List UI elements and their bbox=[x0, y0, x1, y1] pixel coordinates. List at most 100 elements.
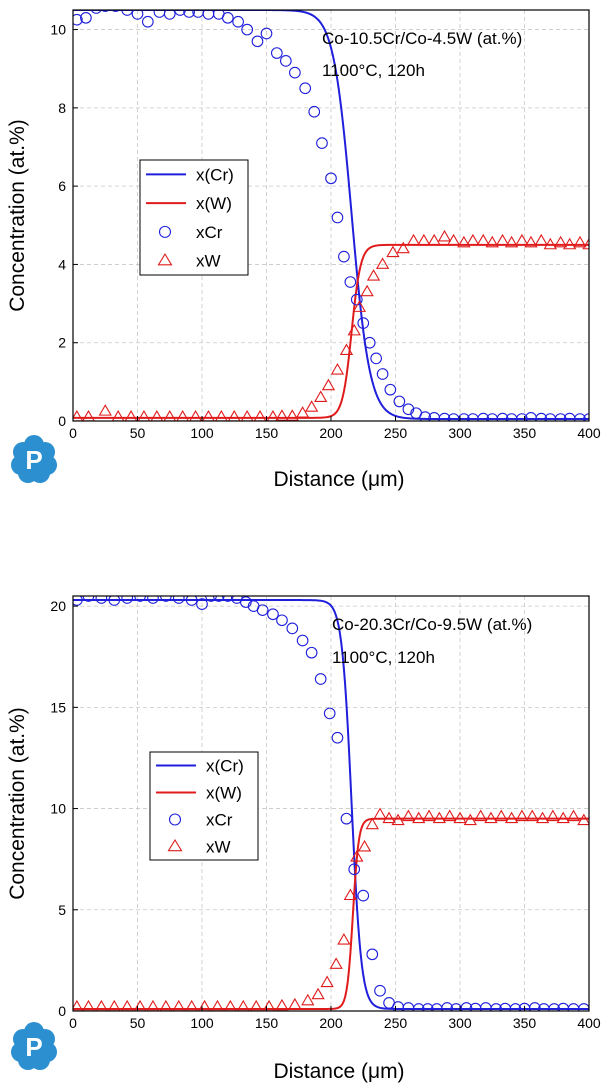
legend-label: xCr bbox=[196, 223, 223, 242]
data-point-xw bbox=[443, 809, 457, 822]
data-point-xw bbox=[137, 409, 151, 421]
data-point-xcr bbox=[251, 35, 264, 48]
data-point-xcr bbox=[131, 10, 144, 20]
annotation-condition: 1100°C, 120h bbox=[322, 61, 425, 80]
data-point-xw bbox=[457, 235, 471, 248]
data-point-xw bbox=[401, 809, 416, 822]
legend-swatch-triangle bbox=[167, 838, 183, 852]
logo-letter: P bbox=[25, 445, 42, 475]
data-point-xcr bbox=[441, 1002, 453, 1011]
data-point-xcr bbox=[340, 812, 353, 825]
y-tick-label: 0 bbox=[58, 1003, 66, 1019]
data-point-xw bbox=[329, 957, 343, 969]
data-point-xcr bbox=[232, 15, 244, 28]
legend-swatch-triangle bbox=[157, 253, 173, 266]
data-point-xcr bbox=[174, 10, 186, 16]
data-point-xw bbox=[525, 809, 539, 822]
data-point-xw bbox=[350, 850, 364, 862]
data-point-xcr bbox=[458, 413, 470, 421]
y-tick-label: 10 bbox=[50, 22, 66, 38]
data-point-xw bbox=[391, 813, 405, 826]
logo-blob bbox=[24, 450, 44, 470]
legend: x(Cr) x(W) xCr xW bbox=[139, 159, 249, 276]
x-tick-label: 50 bbox=[130, 1015, 146, 1031]
data-point-xcr bbox=[412, 1003, 425, 1011]
data-point-xcr bbox=[477, 412, 490, 421]
data-point-xw bbox=[495, 233, 510, 246]
data-point-xcr bbox=[548, 1003, 561, 1011]
data-point-xw bbox=[337, 933, 351, 945]
data-point-xcr bbox=[270, 47, 283, 59]
x-tick-label: 100 bbox=[190, 1015, 214, 1031]
data-point-xw bbox=[437, 229, 452, 242]
legend-swatch-circle bbox=[158, 225, 172, 238]
data-point-xcr bbox=[299, 82, 312, 95]
data-point-xw bbox=[373, 807, 387, 820]
data-point-xcr bbox=[384, 383, 397, 396]
data-point-xcr bbox=[421, 1003, 434, 1011]
legend-box bbox=[149, 751, 259, 861]
x-tick-label: 300 bbox=[448, 425, 472, 441]
data-point-xw bbox=[352, 300, 367, 312]
data-point-xw bbox=[543, 237, 557, 250]
data-point-xw bbox=[504, 235, 519, 248]
data-point-xcr bbox=[376, 368, 389, 380]
data-point-xcr bbox=[73, 596, 83, 606]
data-point-xw bbox=[275, 998, 289, 1011]
x-axis-label: Distance (μm) bbox=[273, 1060, 404, 1083]
data-point-xcr bbox=[296, 634, 309, 647]
data-point-xw bbox=[494, 809, 508, 822]
x-tick-label: 100 bbox=[190, 425, 214, 441]
data-point-xcr bbox=[240, 596, 252, 608]
data-point-xcr bbox=[366, 948, 379, 961]
data-point-xcr bbox=[554, 413, 567, 421]
data-point-xcr bbox=[402, 403, 415, 416]
data-point-xw bbox=[412, 811, 426, 824]
x-tick-label: 200 bbox=[319, 1015, 343, 1031]
data-point-xw bbox=[365, 817, 379, 830]
data-point-xw bbox=[485, 235, 499, 248]
data-point-xw bbox=[202, 409, 215, 421]
data-point-xcr bbox=[438, 412, 451, 421]
data-point-xcr bbox=[256, 604, 269, 617]
data-point-xcr bbox=[73, 13, 83, 26]
annotation-composition: Co-20.3Cr/Co-9.5W (at.%) bbox=[332, 615, 532, 634]
data-point-xcr bbox=[121, 596, 134, 604]
data-point-xw bbox=[535, 811, 550, 824]
data-point-xw bbox=[227, 409, 241, 421]
data-point-xw bbox=[111, 409, 125, 421]
data-point-xcr bbox=[357, 889, 370, 902]
data-point-xw bbox=[347, 323, 361, 336]
data-point-xcr bbox=[344, 276, 357, 288]
x-tick-label: 350 bbox=[513, 1015, 537, 1031]
data-point-xcr bbox=[509, 1003, 522, 1011]
data-point-xcr bbox=[276, 614, 288, 627]
data-point-xw bbox=[98, 404, 112, 416]
data-point-xw bbox=[566, 809, 581, 822]
data-point-xcr bbox=[314, 673, 327, 685]
data-point-xcr bbox=[196, 598, 208, 610]
data-point-xw bbox=[275, 409, 289, 421]
data-point-xw bbox=[553, 235, 568, 248]
data-point-xw bbox=[321, 378, 336, 391]
data-point-xw bbox=[124, 409, 138, 421]
data-point-xw bbox=[176, 409, 189, 421]
data-point-xw bbox=[466, 233, 480, 246]
legend-swatch-circle bbox=[168, 813, 182, 826]
data-point-xw bbox=[253, 409, 267, 421]
x-tick-label: 200 bbox=[319, 425, 343, 441]
data-point-xcr bbox=[577, 1003, 589, 1011]
legend-label: x(Cr) bbox=[206, 757, 244, 776]
data-point-xcr bbox=[574, 413, 586, 421]
publisher-logo: P bbox=[11, 435, 57, 483]
data-point-xcr bbox=[393, 395, 406, 408]
data-point-xcr bbox=[357, 317, 370, 329]
data-point-xw bbox=[285, 409, 299, 421]
x-tick-label: 400 bbox=[577, 1015, 601, 1031]
y-tick-label: 15 bbox=[50, 699, 66, 715]
y-tick-label: 20 bbox=[50, 598, 66, 614]
data-point-xw bbox=[375, 257, 390, 269]
data-point-xcr bbox=[402, 1002, 415, 1011]
data-point-xw bbox=[406, 233, 421, 246]
